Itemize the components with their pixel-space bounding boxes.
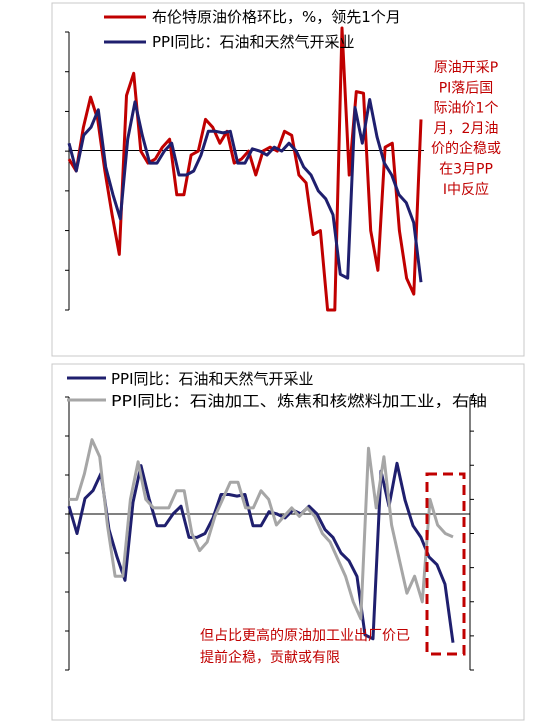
- annotation-line: 在3月PP: [439, 162, 493, 178]
- top-chart-series-lines: [67, 26, 423, 312]
- top-chart-legend: 布伦特原油价格环比，%，领先1个月 PPI同比：石油和天然气开采业: [104, 8, 401, 51]
- annotation-line: 提前企稳，贡献或有限: [200, 649, 340, 666]
- top-legend-label-ppi-oilgas: PPI同比：石油和天然气开采业: [152, 33, 355, 51]
- bottom-chart-annotation: 但占比更高的原油加工业出厂价已提前企稳，贡献或有限: [200, 627, 410, 666]
- bottom-chart-series-lines: [67, 438, 455, 643]
- top-legend-label-brent: 布伦特原油价格环比，%，领先1个月: [152, 8, 401, 26]
- bottom-chart-left-y-ticks: [65, 396, 69, 671]
- series-line-1: [67, 98, 423, 283]
- highlight-dashed-box: [425, 472, 466, 656]
- top-chart: 布伦特原油价格环比，%，领先1个月 PPI同比：石油和天然气开采业 原油开采P P…: [51, 2, 525, 357]
- bottom-chart-legend: PPI同比：石油和天然气开采业 PPI同比：石油加工、炼焦和核燃料加工业，右轴: [67, 370, 487, 410]
- annotation-line: 价的企稳或: [431, 140, 501, 157]
- top-chart-frame: [51, 2, 525, 357]
- series-line-1: [69, 438, 454, 621]
- bottom-legend-label-ppi-refining: PPI同比：石油加工、炼焦和核燃料加工业，右轴: [111, 392, 487, 410]
- annotation-text: 原油开采P PI落后国际油价1个月，2月油价的企稳或在3月PP I中反应: [431, 60, 501, 198]
- annotation-line: 月，2月油: [434, 121, 499, 137]
- bottom-legend-label-ppi-oilgas: PPI同比：石油和天然气开采业: [111, 370, 314, 388]
- annotation-line: PI落后国: [439, 80, 494, 96]
- annotation-line: 际油价1个: [434, 101, 499, 117]
- bottom-chart: PPI同比：石油和天然气开采业 PPI同比：石油加工、炼焦和核燃料加工业，右轴 …: [51, 363, 525, 721]
- bottom-chart-right-y-ticks: [470, 396, 474, 671]
- bottom-chart-frame: [51, 363, 525, 721]
- annotation-line: I中反应: [443, 181, 489, 198]
- annotation-line: 原油开采P: [434, 60, 498, 76]
- top-chart-annotation: 原油开采P PI落后国际油价1个月，2月油价的企稳或在3月PP I中反应: [431, 60, 501, 198]
- top-chart-y-ticks: [65, 31, 69, 311]
- series-line-0: [67, 26, 423, 312]
- annotation-text: 但占比更高的原油加工业出厂价已提前企稳，贡献或有限: [200, 627, 410, 666]
- annotation-line: 但占比更高的原油加工业出厂价已: [200, 627, 410, 644]
